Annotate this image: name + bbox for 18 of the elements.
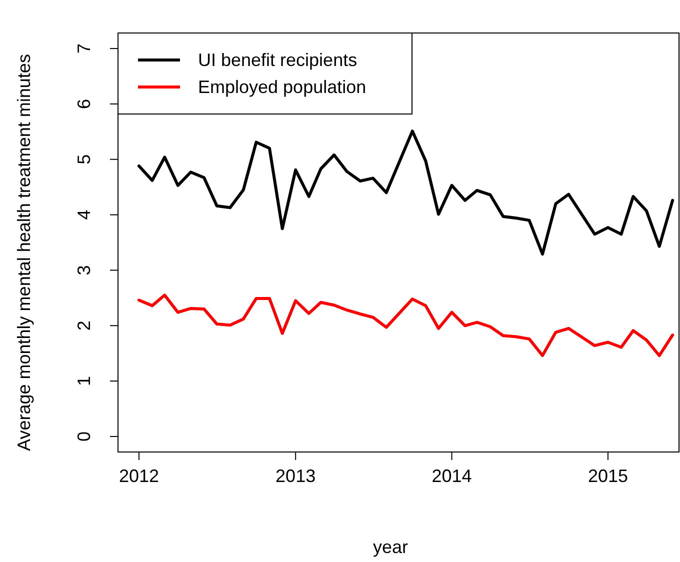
x-tick-label: 2014 bbox=[432, 466, 472, 486]
x-axis-title: year bbox=[372, 537, 408, 557]
y-tick-label: 5 bbox=[74, 154, 94, 164]
legend-label: Employed population bbox=[198, 77, 366, 97]
line-series bbox=[137, 130, 674, 256]
y-tick-label: 7 bbox=[74, 44, 94, 54]
y-tick-label: 2 bbox=[74, 320, 94, 331]
x-tick-label: 2015 bbox=[588, 466, 628, 486]
legend-label: UI benefit recipients bbox=[198, 50, 358, 70]
x-tick-label: 2012 bbox=[118, 466, 159, 486]
y-tick-label: 3 bbox=[74, 265, 94, 276]
y-tick-label: 4 bbox=[74, 210, 94, 220]
line-series bbox=[137, 294, 674, 358]
y-tick-label: 0 bbox=[74, 431, 94, 442]
y-tick-label: 6 bbox=[74, 98, 94, 109]
y-axis-title: Average monthly mental health treatment minutes bbox=[14, 54, 34, 451]
x-tick-label: 2013 bbox=[276, 466, 316, 486]
y-tick-label: 1 bbox=[74, 376, 94, 386]
